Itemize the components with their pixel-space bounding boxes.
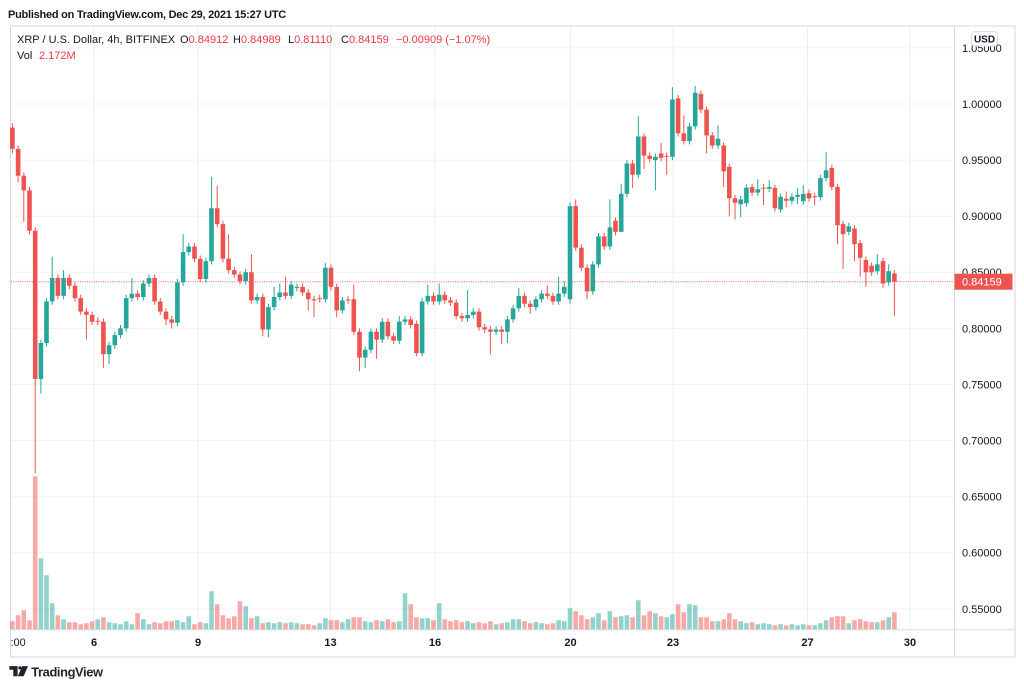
- svg-text:0.70000: 0.70000: [962, 436, 1002, 448]
- svg-text:0.95000: 0.95000: [962, 155, 1002, 167]
- svg-text:0.65000: 0.65000: [962, 492, 1002, 504]
- svg-text:USD: USD: [974, 34, 995, 45]
- svg-text:Published on TradingView.com,: Published on TradingView.com, Dec 29, 20…: [8, 9, 286, 21]
- svg-text:30: 30: [904, 637, 916, 649]
- svg-text::00: :00: [11, 637, 26, 649]
- svg-text:13: 13: [324, 637, 336, 649]
- svg-text:0.60000: 0.60000: [962, 548, 1002, 560]
- svg-text:9: 9: [195, 637, 201, 649]
- svg-text:6: 6: [91, 637, 97, 649]
- svg-text:1.00000: 1.00000: [962, 99, 1002, 111]
- svg-text:27: 27: [801, 637, 813, 649]
- svg-text:0.55000: 0.55000: [962, 604, 1002, 616]
- svg-text:0.84159: 0.84159: [962, 277, 1002, 289]
- svg-text:16: 16: [429, 637, 441, 649]
- svg-text:0.90000: 0.90000: [962, 211, 1002, 223]
- svg-text:0.80000: 0.80000: [962, 323, 1002, 335]
- svg-text:XRP / U.S. Dollar, 4h, BITFINE: XRP / U.S. Dollar, 4h, BITFINEX O0.84912 H…: [17, 34, 490, 46]
- svg-text:TradingView: TradingView: [31, 664, 104, 679]
- svg-text:0.75000: 0.75000: [962, 379, 1002, 391]
- svg-text:23: 23: [667, 637, 679, 649]
- svg-text:20: 20: [564, 637, 576, 649]
